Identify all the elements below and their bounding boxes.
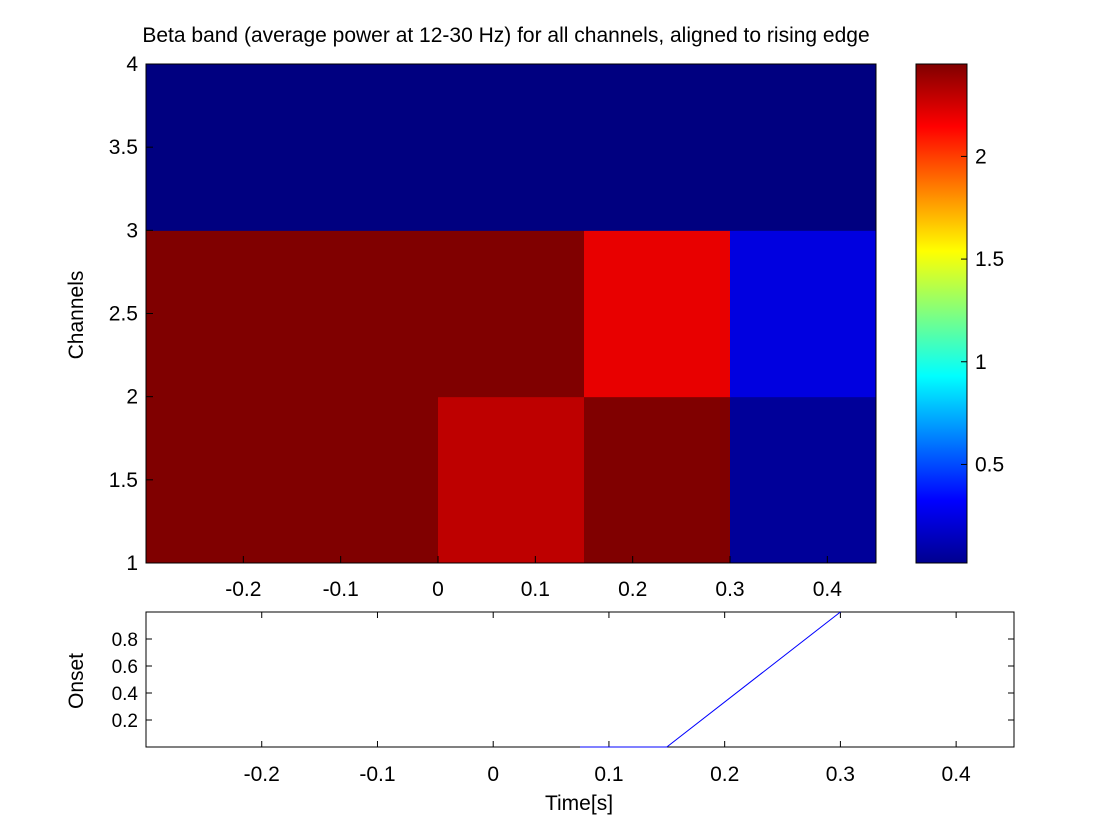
onset-x-tick-label: 0 <box>487 763 499 786</box>
onset-x-tick-label: 0.3 <box>826 763 855 786</box>
colorbar-tick-label: 1 <box>975 351 987 374</box>
heatmap-y-tick-label: 3 <box>126 219 138 242</box>
onset-y-tick-label: 0.4 <box>112 684 139 705</box>
heatmap-cell <box>438 64 585 231</box>
heatmap-cell <box>146 396 293 564</box>
colorbar-tick-label: 0.5 <box>975 453 1004 476</box>
onset-x-tick-label: 0.1 <box>594 763 623 786</box>
heatmap-cell <box>146 230 293 398</box>
onset-x-tick-label: -0.1 <box>359 763 395 786</box>
heatmap-y-tick-label: 4 <box>126 53 138 76</box>
heatmap-x-tick-label: -0.1 <box>323 578 359 601</box>
heatmap-cell <box>730 230 877 398</box>
heatmap-x-tick-label: 0.2 <box>618 578 647 601</box>
onset-x-ticks: -0.2 -0.1 0 0.1 0.2 0.3 0.4 <box>244 612 971 786</box>
heatmap-x-ticks: -0.2 -0.1 0 0.1 0.2 0.3 0.4 <box>225 556 842 601</box>
colorbar <box>915 63 968 564</box>
heatmap-cell <box>438 396 585 564</box>
heatmap-cell <box>584 64 731 231</box>
heatmap-y-tick-label: 2.5 <box>109 303 138 326</box>
heatmap-y-tick-label: 1 <box>126 552 138 575</box>
heatmap-x-tick-label: 0.4 <box>813 578 843 601</box>
heatmap-y-tick-label: 1.5 <box>109 469 138 492</box>
heatmap-x-tick-label: 0 <box>432 578 444 601</box>
heatmap-cell <box>584 396 731 564</box>
onset-y-tick-label: 0.2 <box>112 711 138 732</box>
colorbar-tick-label: 1.5 <box>975 248 1004 271</box>
heatmap-cell <box>292 64 439 231</box>
onset-x-tick-label: 0.2 <box>710 763 739 786</box>
heatmap-y-tick-label: 3.5 <box>109 136 138 159</box>
onset-y-axis-label: Onset <box>65 653 88 709</box>
colorbar-tick-label: 2 <box>975 145 987 168</box>
heatmap-x-tick-label: 0.3 <box>715 578 744 601</box>
heatmap-cell <box>438 230 585 398</box>
heatmap-y-axis-label: Channels <box>65 271 88 360</box>
heatmap-cell <box>146 64 293 231</box>
heatmap-cell <box>292 396 439 564</box>
heatmap-cells <box>146 64 877 564</box>
heatmap-y-tick-label: 2 <box>126 386 138 409</box>
onset-y-tick-label: 0.8 <box>112 630 138 651</box>
heatmap-cell <box>730 396 877 564</box>
heatmap-x-tick-label: -0.2 <box>225 578 261 601</box>
heatmap-title: Beta band (average power at 12-30 Hz) fo… <box>142 24 869 47</box>
heatmap-cell <box>730 64 877 231</box>
heatmap-cell <box>584 230 731 398</box>
heatmap-x-tick-label: 0.1 <box>521 578 550 601</box>
onset-series-line <box>580 611 841 748</box>
onset-y-ticks: 0.2 0.4 0.6 0.8 <box>112 630 1014 732</box>
onset-plot-frame <box>145 611 1015 748</box>
heatmap-cell <box>292 230 439 398</box>
onset-x-axis-label: Time[s] <box>545 792 613 815</box>
onset-x-tick-label: 0.4 <box>942 763 972 786</box>
onset-y-tick-label: 0.6 <box>112 657 138 678</box>
heatmap-y-ticks: 1 1.5 2 2.5 3 3.5 4 <box>109 53 153 575</box>
colorbar-ticks: 0.5 1 1.5 2 <box>961 145 1004 476</box>
onset-x-tick-label: -0.2 <box>244 763 280 786</box>
